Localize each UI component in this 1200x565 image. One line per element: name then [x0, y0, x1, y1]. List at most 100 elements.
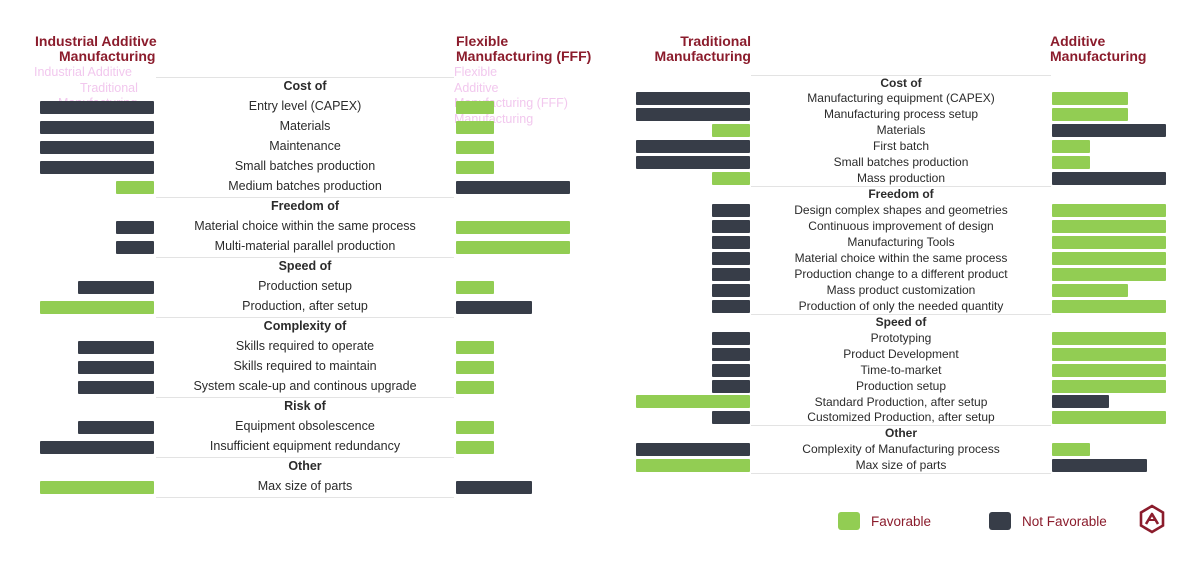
row-label: Production setup [258, 279, 352, 294]
left-series-bar [40, 120, 154, 134]
right-chart-right-series-header: Additive Manufacturing [1050, 34, 1146, 64]
row-label: Design complex shapes and geometries [794, 203, 1008, 218]
left-series-bar [712, 379, 750, 393]
right-series-bar [1052, 443, 1090, 457]
row-label: Mass production [856, 171, 946, 186]
right-series-bar [456, 480, 532, 494]
right-series-bar [456, 420, 494, 434]
left-series-bar [116, 180, 154, 194]
row-label: Continuous improvement of design [808, 219, 994, 234]
row-label: Materials [279, 119, 331, 134]
row-label: Skills required to maintain [233, 359, 377, 374]
row-label: Maintenance [269, 139, 341, 154]
left-series-bar [636, 459, 750, 473]
left-series-bar [636, 443, 750, 457]
left-series-bar [636, 108, 750, 122]
right-series-bar [456, 380, 494, 394]
right-series-bar [1052, 108, 1128, 122]
legend-favorable-label: Favorable [871, 514, 932, 529]
group-heading: Other [288, 459, 322, 474]
legend-favorable-swatch [838, 512, 860, 530]
row-label: Equipment obsolescence [235, 419, 375, 434]
group-separator [751, 74, 1051, 76]
right-series-bar [1052, 235, 1166, 249]
left-series-bar [712, 204, 750, 218]
left-series-bar [712, 411, 750, 425]
left-series-bar [712, 172, 750, 186]
row-label: Production change to a different product [794, 266, 1008, 281]
right-series-bar [1052, 283, 1128, 297]
row-label: Complexity of Manufacturing process [802, 442, 1000, 457]
right-series-bar [456, 280, 494, 294]
group-heading: Speed of [278, 259, 332, 274]
row-label: Manufacturing process setup [823, 107, 979, 122]
row-label: Max size of parts [855, 458, 947, 473]
group-separator [156, 456, 454, 458]
row-label: Customized Production, after setup [807, 410, 995, 425]
group-heading: Cost of [880, 75, 922, 90]
left-series-bar [712, 124, 750, 138]
group-heading: Other [884, 426, 917, 441]
row-label: Multi-material parallel production [214, 239, 396, 254]
header-line: Manufacturing [1050, 48, 1147, 64]
company-logo-icon [1139, 504, 1165, 534]
right-series-bar [1052, 251, 1166, 265]
right-series-bar [1052, 204, 1166, 218]
row-label: Manufacturing equipment (CAPEX) [807, 91, 995, 106]
group-separator [156, 196, 454, 198]
right-series-bar [1052, 156, 1090, 170]
row-label: Skills required to operate [235, 339, 375, 354]
left-series-bar [636, 92, 750, 106]
chart-bottom-separator [751, 473, 1051, 475]
row-label: Medium batches production [228, 179, 382, 194]
left-series-bar [712, 347, 750, 361]
right-series-bar [1052, 331, 1166, 345]
row-label: Small batches production [234, 159, 376, 174]
right-series-bar [1052, 140, 1090, 154]
row-label: Small batches production [833, 155, 969, 170]
right-series-bar [456, 100, 494, 114]
row-label: Materials [876, 123, 926, 138]
group-heading: Speed of [875, 314, 927, 329]
group-separator [156, 316, 454, 318]
right-series-bar [456, 180, 570, 194]
right-series-bar [456, 220, 570, 234]
row-label: Material choice within the same process [194, 219, 416, 234]
left-series-bar [40, 300, 154, 314]
left-chart-left-series-header: Industrial Additive Manufacturing [35, 34, 157, 64]
ghost-line: Traditional [80, 80, 138, 95]
left-series-bar [712, 220, 750, 234]
left-series-bar [78, 340, 154, 354]
header-line: Manufacturing (FFF) [456, 48, 592, 64]
right-series-bar [1052, 347, 1166, 361]
row-label: Production setup [855, 378, 947, 393]
group-separator [156, 396, 454, 398]
left-series-bar [116, 240, 154, 254]
row-label: System scale-up and continous upgrade [193, 379, 417, 394]
header-line: Additive [1050, 33, 1106, 49]
left-series-bar [636, 140, 750, 154]
left-series-bar [712, 283, 750, 297]
row-label: Insufficient equipment redundancy [209, 439, 401, 454]
right-series-bar [456, 120, 494, 134]
group-heading: Freedom of [270, 199, 340, 214]
left-series-bar [712, 251, 750, 265]
right-series-bar [456, 360, 494, 374]
group-separator [156, 76, 454, 78]
ghost-line: Flexible [454, 65, 498, 79]
row-label: Material choice within the same process [794, 250, 1008, 265]
header-line: Traditional [680, 33, 751, 49]
left-series-bar [78, 420, 154, 434]
ghost-line: Industrial Additive [34, 65, 132, 79]
legend-not-favorable-label: Not Favorable [1022, 514, 1107, 529]
chart-bottom-separator [156, 496, 454, 498]
row-label: Max size of parts [257, 479, 353, 494]
left-series-bar [712, 363, 750, 377]
right-series-bar [1052, 172, 1166, 186]
row-label: Production of only the needed quantity [798, 298, 1004, 313]
row-label: Prototyping [870, 330, 932, 345]
ghost-text-right: Flexible Additive Manufacturing (FFF) Ma… [454, 65, 568, 127]
header-line: Industrial Additive [35, 33, 157, 49]
left-series-bar [636, 156, 750, 170]
row-label: Product Development [843, 346, 959, 361]
